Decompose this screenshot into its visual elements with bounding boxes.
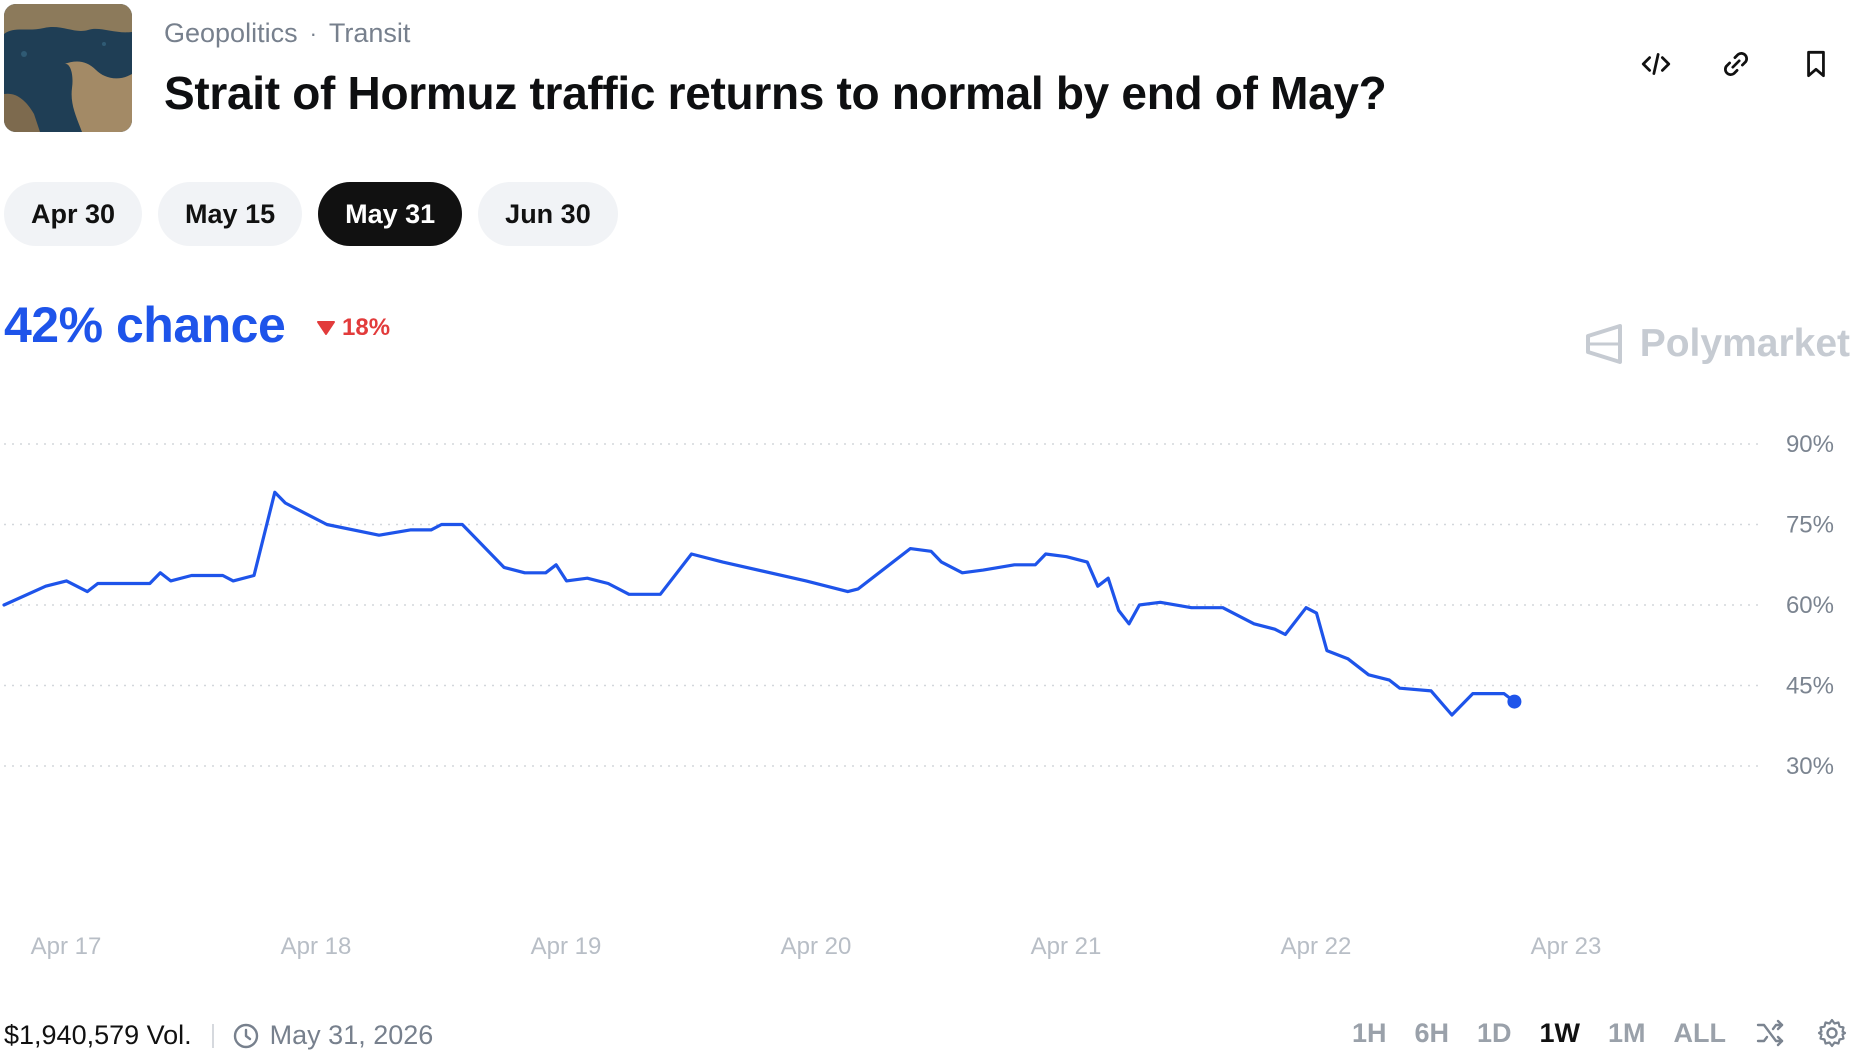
price-chart-svg: 90% 75% 60% 45% 30% Apr 17 Apr 18 Apr 19 Apr 20 A… [2, 431, 1834, 960]
x-tick-label: Apr 19 [531, 933, 602, 960]
x-tick-label: Apr 18 [281, 933, 352, 960]
y-tick-label: 90% [1786, 431, 1834, 458]
tab-may-15[interactable]: May 15 [158, 182, 303, 246]
market-thumbnail [4, 4, 132, 132]
y-tick-label: 45% [1786, 673, 1834, 700]
breadcrumb: Geopolitics · Transit [164, 18, 410, 49]
tab-jun-30[interactable]: Jun 30 [478, 182, 618, 246]
x-tick-label: Apr 23 [1531, 933, 1602, 960]
embed-code-icon [1641, 53, 1671, 75]
breadcrumb-transit[interactable]: Transit [328, 18, 411, 48]
embed-button[interactable] [1638, 46, 1674, 82]
x-tick-label: Apr 17 [31, 933, 102, 960]
tab-may-31[interactable]: May 31 [318, 182, 463, 246]
shuffle-icon [1756, 1019, 1784, 1047]
shuffle-button[interactable] [1754, 1016, 1788, 1050]
x-tick-label: Apr 22 [1281, 933, 1352, 960]
series-line [2, 490, 1516, 717]
polymarket-logo-icon [1585, 324, 1622, 364]
market-footer: $1,940,579 Vol. May 31, 2026 [4, 1020, 433, 1051]
chance-value: 42% chance [4, 297, 286, 353]
settings-gear-icon [1817, 1018, 1847, 1048]
x-tick-label: Apr 20 [781, 933, 852, 960]
settings-button[interactable] [1816, 1016, 1850, 1050]
change-value: 18% [342, 314, 391, 341]
range-1h[interactable]: 1H [1351, 1017, 1387, 1048]
triangle-down-icon [317, 321, 335, 335]
bookmark-icon [1807, 50, 1825, 78]
range-1d[interactable]: 1D [1476, 1017, 1512, 1048]
breadcrumb-geopolitics[interactable]: Geopolitics [164, 18, 298, 48]
date-tabs: Apr 30 May 15 May 31 Jun 30 [4, 182, 618, 246]
y-tick-label: 30% [1786, 753, 1834, 780]
time-range-selector: 1H 6H 1D 1W 1M ALL [1352, 1016, 1850, 1050]
bookmark-button[interactable] [1798, 46, 1834, 82]
brand-name: Polymarket [1639, 322, 1850, 365]
footer-divider [211, 1023, 214, 1048]
range-all[interactable]: ALL [1673, 1017, 1726, 1048]
strait-map-image [4, 4, 132, 132]
polymarket-watermark: Polymarket [1582, 322, 1850, 366]
breadcrumb-separator: · [309, 20, 317, 46]
end-date-text: May 31, 2026 [269, 1020, 434, 1050]
change-indicator: 18% [316, 314, 390, 342]
range-1w[interactable]: 1W [1539, 1017, 1581, 1048]
link-icon [1724, 52, 1748, 76]
price-chart[interactable]: 90% 75% 60% 45% 30% Apr 17 Apr 18 Apr 19 Apr 20 A… [0, 420, 1854, 980]
page-title: Strait of Hormuz traffic returns to norm… [164, 67, 1387, 119]
copy-link-button[interactable] [1718, 46, 1754, 82]
header-actions [1638, 46, 1834, 82]
last-point-marker [1507, 694, 1522, 709]
clock-icon [233, 1023, 258, 1048]
tab-apr-30[interactable]: Apr 30 [4, 182, 143, 246]
volume-label: $1,940,579 Vol. [4, 1020, 192, 1050]
y-tick-label: 75% [1786, 512, 1834, 539]
end-date: May 31, 2026 [232, 1020, 434, 1051]
y-tick-label: 60% [1786, 592, 1834, 619]
x-tick-label: Apr 21 [1031, 933, 1102, 960]
range-1m[interactable]: 1M [1608, 1017, 1646, 1048]
range-6h[interactable]: 6H [1414, 1017, 1449, 1048]
